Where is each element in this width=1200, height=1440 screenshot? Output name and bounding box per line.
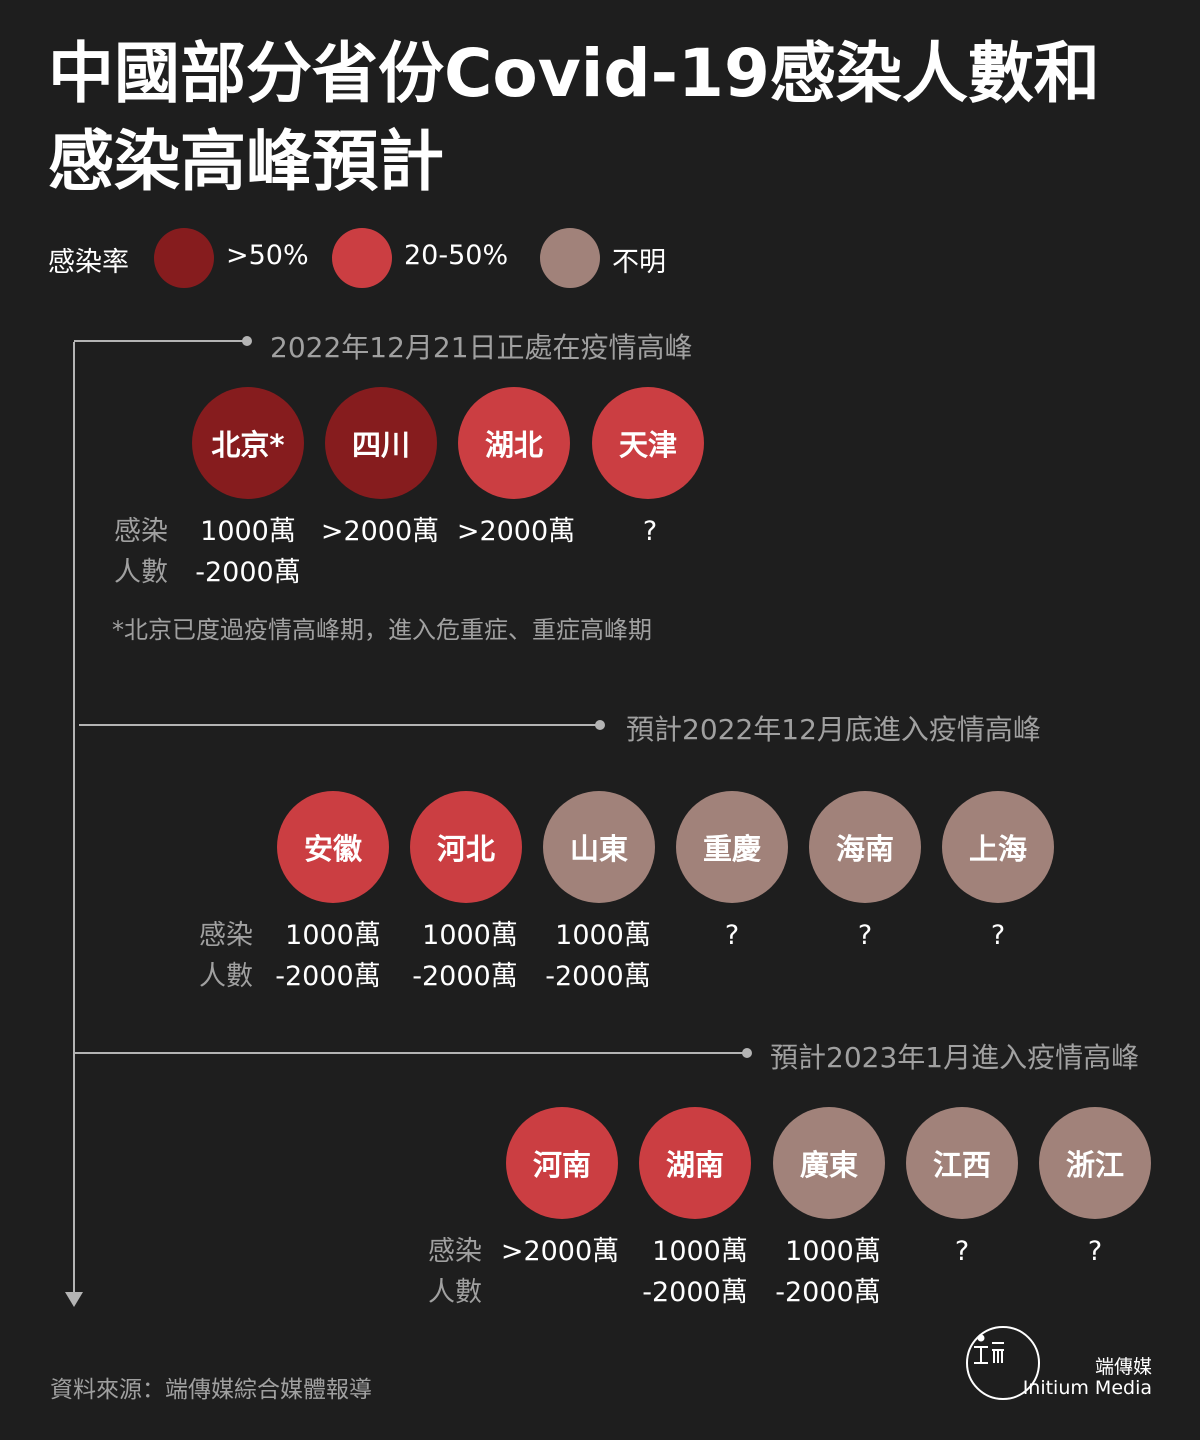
brand-name-cn: 端傳媒 (1094, 1356, 1152, 1378)
legend-swatch-high (154, 228, 214, 288)
phase-3-label: 預計2023年1月進入疫情高峰 (770, 1041, 1140, 1074)
infections-beijing-range: -2000萬 (195, 557, 301, 588)
chart-title: 中國部分省份Covid-19感染人數和感染高峰預計 (48, 35, 1100, 200)
infections-tianjin: ? (642, 516, 658, 547)
row-header-line1: 感染 (114, 516, 168, 547)
infections-zhejiang: ? (1087, 1236, 1103, 1267)
phase-2-label: 預計2022年12月底進入疫情高峰 (626, 713, 1041, 746)
initium-logo-icon (966, 1326, 1040, 1400)
legend-swatch-unknown (540, 228, 600, 288)
infections-shandong-range: -2000萬 (545, 961, 651, 992)
infections-hunan: 1000萬 (652, 1236, 748, 1267)
infections-guangdong: 1000萬 (785, 1236, 881, 1267)
province-jiangxi: 江西 (906, 1107, 1018, 1219)
brand-name-en: Initium Media (1022, 1377, 1152, 1399)
infections-chongqing: ? (724, 920, 740, 951)
infections-sichuan: >2000萬 (320, 516, 440, 547)
province-hainan: 海南 (809, 791, 921, 903)
phase-1-label: 2022年12月21日正處在疫情高峰 (270, 331, 693, 364)
legend-title: 感染率 (48, 247, 129, 278)
province-zhejiang: 浙江 (1039, 1107, 1151, 1219)
infections-henan: >2000萬 (500, 1236, 620, 1267)
province-shandong: 山東 (543, 791, 655, 903)
infections-jiangxi: ? (954, 1236, 970, 1267)
row-header-line2: 人數 (199, 961, 253, 992)
province-hubei: 湖北 (458, 387, 570, 499)
infections-anhui-range: -2000萬 (275, 961, 381, 992)
province-anhui: 安徽 (277, 791, 389, 903)
infections-hubei: >2000萬 (456, 516, 576, 547)
province-chongqing: 重慶 (676, 791, 788, 903)
legend: 感染率 >50% 20-50% 不明 (48, 228, 768, 290)
province-hunan: 湖南 (639, 1107, 751, 1219)
row-header-line1: 感染 (199, 920, 253, 951)
timeline-arrow-icon (65, 1292, 83, 1307)
legend-label-unknown: 不明 (612, 247, 666, 278)
infections-shandong: 1000萬 (555, 920, 651, 951)
initium-glyph-icon (974, 1334, 1004, 1364)
row-header-line2: 人數 (114, 557, 168, 588)
row-header-line1: 感染 (428, 1236, 482, 1267)
infections-hunan-range: -2000萬 (642, 1277, 748, 1308)
infections-hainan: ? (857, 920, 873, 951)
province-sichuan: 四川 (325, 387, 437, 499)
province-tianjin: 天津 (592, 387, 704, 499)
infections-shanghai: ? (990, 920, 1006, 951)
row-header-line2: 人數 (428, 1277, 482, 1308)
infections-hebei-range: -2000萬 (412, 961, 518, 992)
beijing-footnote: *北京已度過疫情高峰期，進入危重症、重症高峰期 (112, 616, 652, 644)
infections-guangdong-range: -2000萬 (775, 1277, 881, 1308)
province-hebei: 河北 (410, 791, 522, 903)
legend-swatch-mid (332, 228, 392, 288)
infections-hebei: 1000萬 (422, 920, 518, 951)
province-beijing: 北京* (192, 387, 304, 499)
province-henan: 河南 (506, 1107, 618, 1219)
infections-beijing: 1000萬 (200, 516, 296, 547)
infections-anhui: 1000萬 (285, 920, 381, 951)
province-guangdong: 廣東 (773, 1107, 885, 1219)
legend-label-high: >50% (226, 240, 309, 271)
province-shanghai: 上海 (942, 791, 1054, 903)
legend-label-mid: 20-50% (404, 240, 509, 271)
source-note: 資料來源：端傳媒綜合媒體報導 (50, 1377, 372, 1403)
